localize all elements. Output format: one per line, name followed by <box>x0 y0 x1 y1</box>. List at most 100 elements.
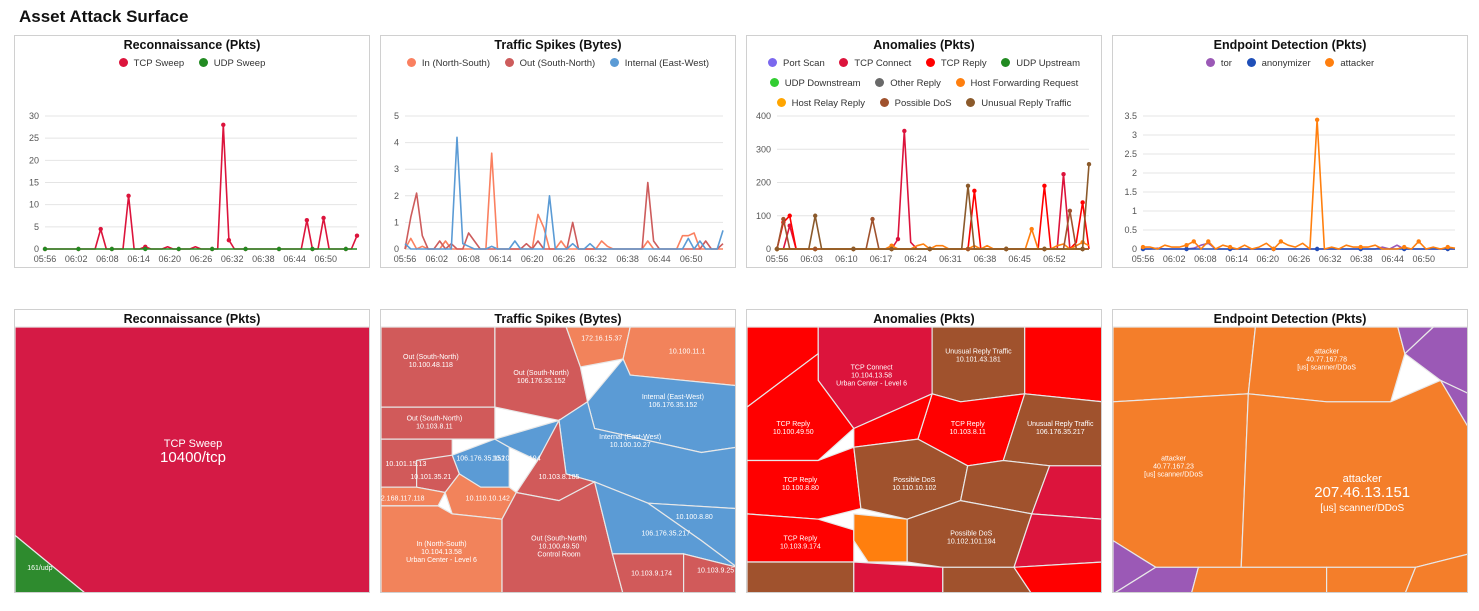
y-tick-label: 0.5 <box>1124 225 1137 235</box>
treemap-cell-sublabel: 40.77.167.23 <box>1153 464 1194 471</box>
x-tick-label: 06:31 <box>939 254 962 264</box>
panel-title: Anomalies (Pkts) <box>873 312 975 326</box>
x-tick-label: 05:56 <box>34 254 57 264</box>
y-tick-label: 2 <box>1132 168 1137 178</box>
treemap-cell <box>1024 326 1101 403</box>
x-tick-label: 06:20 <box>521 254 544 264</box>
legend-label: anonymizer <box>1261 58 1311 69</box>
x-tick-label: 06:02 <box>65 254 88 264</box>
treemap-cell-label: 10.103.9.174 <box>631 570 672 577</box>
treemap-cell-sublabel: 10.104.13.58 <box>421 549 462 556</box>
series-line <box>777 164 1090 250</box>
legend-label: TCP Connect <box>854 58 912 69</box>
y-tick-label: 3.5 <box>1124 111 1137 121</box>
data-point <box>76 246 81 252</box>
legend-item[interactable]: anonymizer <box>1246 54 1311 74</box>
panel-title: Anomalies (Pkts) <box>873 38 975 52</box>
x-tick-label: 06:50 <box>680 254 703 264</box>
x-tick-label: 06:26 <box>190 254 213 264</box>
panel-title: Traffic Spikes (Bytes) <box>494 312 622 326</box>
data-point <box>1080 246 1085 252</box>
treemap-cell-label: In (North-South) <box>416 541 466 548</box>
legend-item[interactable]: Out (South-North) <box>504 54 596 74</box>
page-title: Asset Attack Surface <box>19 7 189 26</box>
treemap-cell-label: 161/udp <box>27 565 52 572</box>
treemap-cell-label: attacker <box>1314 349 1340 356</box>
y-tick-label: 2 <box>394 191 399 201</box>
chart-legend: In (North-South) Out (South-North) Inter… <box>381 54 735 74</box>
treemap-cell-sublabel: 10.103.8.11 <box>416 423 453 430</box>
x-tick-label: 06:08 <box>1194 254 1217 264</box>
treemap-cell-sublabel: 10400/tcp <box>160 449 226 466</box>
recon-treemap-panel: Reconnaissance (Pkts) TCP Sweep 10400/tcp… <box>14 309 370 593</box>
y-tick-label: 300 <box>756 144 771 154</box>
legend-item[interactable]: UDP Downstream <box>769 74 861 94</box>
legend-swatch <box>769 78 779 87</box>
legend-swatch <box>879 98 889 107</box>
legend-swatch <box>875 78 885 87</box>
data-point <box>902 128 907 134</box>
x-tick-label: 06:02 <box>1163 254 1186 264</box>
data-point <box>1067 208 1073 213</box>
legend-item[interactable]: Internal (East-West) <box>609 54 710 74</box>
y-tick-label: 30 <box>29 111 39 121</box>
treemap-cell-sublabel: 10.100.8.80 <box>782 485 819 492</box>
y-tick-label: 0 <box>1132 244 1137 254</box>
data-point <box>965 246 971 252</box>
treemap-cell <box>1030 465 1101 520</box>
x-tick-label: 06:26 <box>1288 254 1311 264</box>
legend-item[interactable]: TCP Reply <box>925 54 987 74</box>
treemap-cell-sublabel: 10.100.10.27 <box>610 442 651 449</box>
legend-item[interactable]: Other Reply <box>875 74 941 94</box>
legend-item[interactable]: In (North-South) <box>406 54 490 74</box>
treemap-cell-sublabel: Urban Center - Level 6 <box>406 557 477 564</box>
x-tick-label: 06:20 <box>1257 254 1280 264</box>
legend-item[interactable]: Port Scan <box>768 54 825 74</box>
y-tick-label: 0 <box>394 244 399 254</box>
y-tick-label: 1.5 <box>1124 187 1137 197</box>
y-tick-label: 4 <box>394 138 399 148</box>
treemap-cell-sublabel: 10.100.49.50 <box>773 429 814 436</box>
data-point <box>1042 183 1047 189</box>
legend-item[interactable]: attacker <box>1325 54 1374 74</box>
x-tick-label: 06:45 <box>1008 254 1031 264</box>
treemap-cell <box>747 561 855 592</box>
data-point <box>851 246 856 252</box>
x-tick-label: 06:14 <box>127 254 150 264</box>
y-tick-label: 5 <box>34 222 39 232</box>
data-point <box>972 188 977 194</box>
legend-label: Internal (East-West) <box>624 58 710 69</box>
treemap-cell-sublabel: Urban Center - Level 6 <box>836 381 907 388</box>
legend-item[interactable]: UDP Sweep <box>198 54 265 74</box>
treemap-cell-label: Unusual Reply Traffic <box>945 349 1012 356</box>
data-point <box>42 246 48 252</box>
legend-item[interactable]: Host Relay Reply <box>776 94 865 114</box>
legend-label: Other Reply <box>890 78 941 89</box>
panel-title: Traffic Spikes (Bytes) <box>494 38 622 52</box>
treemap-cell-sublabel: 106.176.35.217 <box>1036 429 1085 436</box>
legend-item[interactable]: Unusual Reply Traffic <box>966 94 1071 114</box>
treemap-cell-label: Out (South-North) <box>403 354 459 361</box>
chart-legend: tor anonymizer attacker <box>1113 54 1467 74</box>
legend-item[interactable]: TCP Connect <box>839 54 911 74</box>
legend-item[interactable]: Host Forwarding Request <box>955 74 1078 94</box>
y-tick-label: 15 <box>29 178 39 188</box>
traffic-treemap-panel: Traffic Spikes (Bytes) Out (South-North)… <box>380 309 736 593</box>
legend-label: Out (South-North) <box>519 58 596 69</box>
legend-item[interactable]: TCP Sweep <box>118 54 184 74</box>
y-tick-label: 100 <box>756 211 771 221</box>
data-point <box>1314 246 1320 252</box>
chart-legend: TCP Sweep UDP Sweep <box>15 54 369 74</box>
data-point <box>1278 239 1284 244</box>
treemap-cell-label: attacker <box>1343 473 1382 485</box>
treemap-cell-label: Out (South-North) <box>531 536 587 543</box>
y-tick-label: 5 <box>394 111 399 121</box>
legend-item[interactable]: UDP Upstream <box>1001 54 1080 74</box>
treemap-cell <box>1113 326 1257 403</box>
legend-item[interactable]: Possible DoS <box>879 94 952 114</box>
x-tick-label: 06:38 <box>974 254 997 264</box>
treemap-cell <box>1115 566 1200 592</box>
x-tick-label: 06:32 <box>585 254 608 264</box>
legend-item[interactable]: tor <box>1205 54 1232 74</box>
data-point <box>927 246 933 252</box>
